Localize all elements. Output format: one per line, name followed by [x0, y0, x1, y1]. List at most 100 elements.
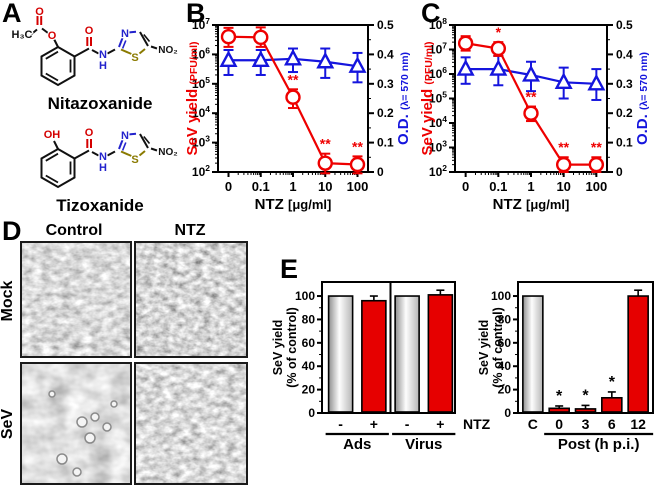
significance-marker: ** [288, 71, 299, 87]
data-point [285, 89, 301, 105]
right-axis [368, 24, 374, 173]
micrograph-sev-ntz [134, 362, 248, 485]
series-sev-yield: ** ** ** [220, 26, 366, 175]
y-tick-label: 0 [504, 406, 511, 420]
data-point [521, 64, 541, 82]
right-axis-title: O.D. (λ= 570 nm) [634, 52, 651, 145]
structure-name-tizoxanide: Tizoxanide [56, 196, 144, 215]
group-label: Virus [405, 436, 442, 453]
series-sev-yield: ***** ** [457, 24, 605, 173]
bar-label: 6 [608, 416, 616, 432]
data-point [253, 29, 269, 46]
significance-marker: * [582, 387, 589, 404]
panel-a-label: A [2, 0, 22, 28]
y-tick-label: 60 [498, 336, 512, 350]
right-tick-label: 0 [377, 165, 384, 179]
x-axis-title: NTZ [μg/ml] [255, 196, 332, 213]
atom-o-amide: O [85, 25, 94, 37]
data-point [283, 48, 303, 66]
bar-chart-timecourse: 0 20 40 60 80 100 C * 0 * 3 * 6 12 Post (h p.i.) SeV yi… [477, 255, 660, 490]
atom-h3c: H₃C [12, 29, 33, 41]
left-axis-title: SeV yield (PFU/ml) [185, 41, 201, 155]
x-tick-label: 1 [527, 179, 534, 194]
column-header-control: Control [45, 222, 103, 239]
bar-label: - [338, 416, 343, 432]
y-tick-label: 20 [302, 383, 316, 397]
atom-n-ring: N [121, 130, 129, 142]
y-tick-label: 40 [302, 359, 316, 373]
y-tick-label: 100 [295, 289, 315, 303]
atom-h-amide: H [99, 162, 107, 174]
group-label: Post (h p.i.) [558, 436, 640, 453]
data-point [554, 72, 573, 90]
atom-s-ring: S [131, 52, 138, 64]
data-point [489, 59, 508, 76]
right-tick-label: 0 [616, 165, 623, 179]
left-axis-title: SeV yield (PFU/ml) [420, 41, 436, 155]
plot-box [517, 281, 654, 414]
bar-6 [601, 396, 623, 413]
bar-0 [548, 407, 570, 413]
panel-d-label: D [2, 216, 22, 246]
significance-marker: ** [352, 138, 363, 154]
right-axis [607, 24, 613, 173]
micrograph-mock-ntz [134, 241, 248, 358]
significance-marker: ** [558, 139, 569, 155]
right-tick-label: 0.1 [377, 136, 394, 150]
significance-marker: ** [526, 89, 537, 105]
left-axis [212, 24, 218, 173]
y-tick-label: 100 [491, 289, 511, 303]
data-point [555, 156, 572, 173]
atom-no2: NO₂ [158, 147, 177, 158]
bar-12 [627, 295, 649, 413]
row-label-mock: Mock [0, 280, 16, 322]
x-tick-label: 0.1 [252, 179, 270, 194]
y-tick-label: 80 [302, 312, 316, 326]
x-axis [464, 172, 598, 177]
x-tick-label: 10 [556, 179, 570, 194]
x-tick-label: 0 [462, 179, 469, 194]
structure-nitazoxanide: H₃C O O O N H N S NO₂ [10, 6, 179, 87]
right-tick-label: 0.3 [377, 77, 394, 91]
atom-n-ring: N [121, 28, 129, 40]
bar-+ [361, 299, 387, 413]
atom-no2: NO₂ [158, 45, 177, 56]
data-point [349, 156, 366, 173]
right-tick-label: 0.2 [377, 106, 394, 120]
dose-response-chart-b: 102 103 104 105 106 107 0 0.1 0.2 0.3 0.4 0.5 0 0.1 1 1… [184, 0, 420, 223]
x-tick-label: 1 [289, 179, 296, 194]
significance-marker: ** [320, 136, 331, 152]
rounded-cells [48, 390, 118, 477]
plot-box [321, 281, 456, 414]
y-tick-label: 40 [498, 359, 512, 373]
right-tick-label: 0.3 [616, 77, 633, 91]
bar-+ [427, 294, 454, 413]
bar-label: 0 [555, 416, 563, 432]
dose-response-chart-c: 102 103 104 105 106 107 108 0 0.1 0.2 0.3 0.4 0.5 0 0.… [419, 0, 660, 223]
x-tick-label: 100 [347, 179, 369, 194]
structure-name-nitazoxanide: Nitazoxanide [47, 94, 153, 113]
x-tick-label: 0.1 [489, 179, 507, 194]
right-tick-label: 0.4 [616, 47, 633, 61]
side-label: NTZ [463, 416, 491, 432]
atom-h-amide: H [99, 60, 107, 72]
panel-e-label: E [280, 254, 299, 284]
x-tick-label: 10 [318, 179, 332, 194]
bar-label: - [405, 416, 410, 432]
data-point [457, 35, 474, 51]
group-label: Ads [343, 436, 371, 453]
bar-label: C [528, 416, 538, 432]
atom-oh: OH [44, 129, 61, 141]
y-axis-subtitle: (% of control) [491, 307, 505, 388]
x-tick-label: 0 [225, 179, 232, 194]
y-tick-label: 60 [302, 336, 316, 350]
data-point [317, 155, 333, 171]
data-point [587, 73, 606, 91]
bonds [30, 16, 158, 87]
y-axis-title: SeV yield [478, 320, 491, 376]
data-point [523, 105, 539, 121]
right-tick-label: 0.1 [616, 136, 633, 150]
